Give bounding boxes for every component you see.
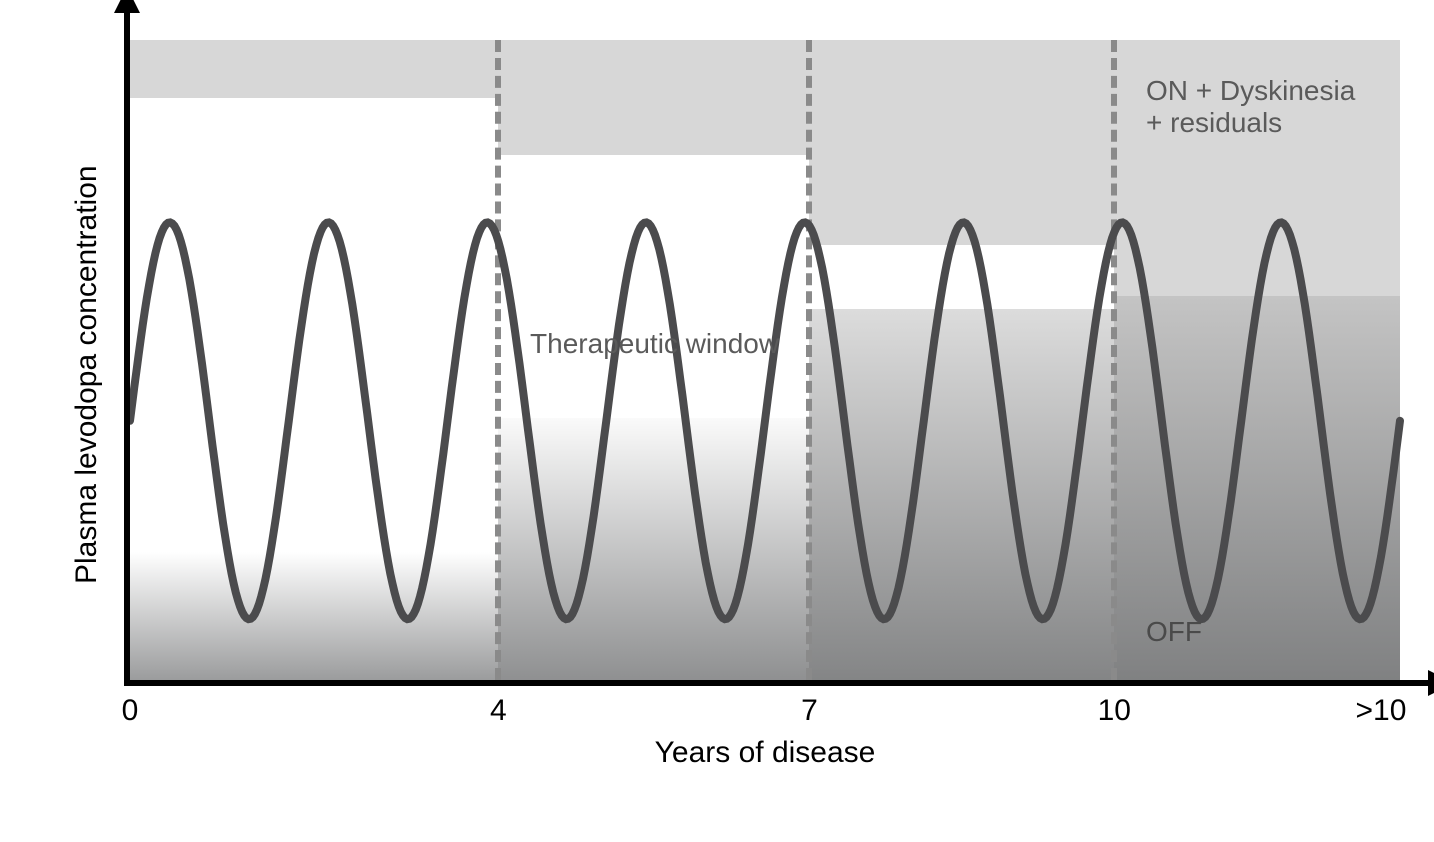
annotation-label: ON + Dyskinesia + residuals [1146, 75, 1355, 139]
y-axis [124, 10, 130, 686]
x-tick-label: 10 [1098, 694, 1131, 728]
x-axis-arrow-icon [1428, 670, 1434, 696]
annotation-label: Therapeutic window [530, 328, 779, 360]
x-tick-label: >10 [1355, 694, 1406, 728]
x-tick-label: 4 [490, 694, 507, 728]
y-axis-label: Plasma levodopa concentration [70, 165, 104, 584]
figure-canvas: ON + Dyskinesia + residuals Therapeutic w… [0, 0, 1434, 842]
x-tick-label: 0 [122, 694, 139, 728]
annotation-label: OFF [1146, 616, 1202, 648]
x-axis-label: Years of disease [655, 736, 876, 770]
y-axis-arrow-icon [114, 0, 140, 13]
plot-area: ON + Dyskinesia + residuals Therapeutic w… [130, 40, 1400, 680]
x-axis [124, 680, 1430, 686]
x-tick-label: 7 [801, 694, 818, 728]
